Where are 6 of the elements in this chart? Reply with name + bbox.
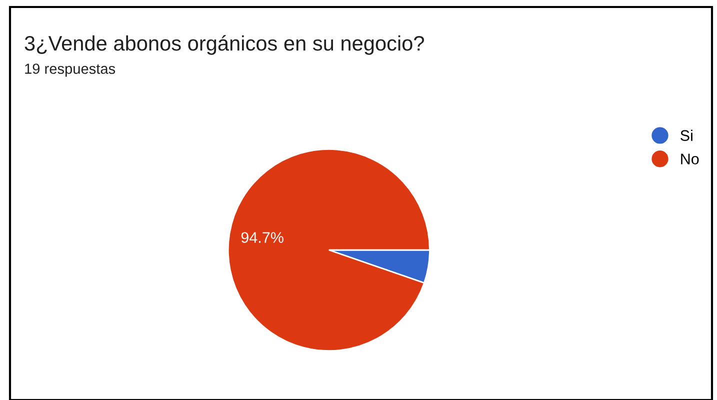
- text: 19 respuestas: [25, 64, 116, 77]
- legend-label: Si: [680, 130, 692, 141]
- data-label: 94.7%: [241, 232, 284, 243]
- chart-title: 3¿Vende abonos orgánicos en su negocio?: [24, 35, 424, 55]
- legend-label: No: [681, 154, 699, 164]
- pie-slice: [227, 148, 430, 352]
